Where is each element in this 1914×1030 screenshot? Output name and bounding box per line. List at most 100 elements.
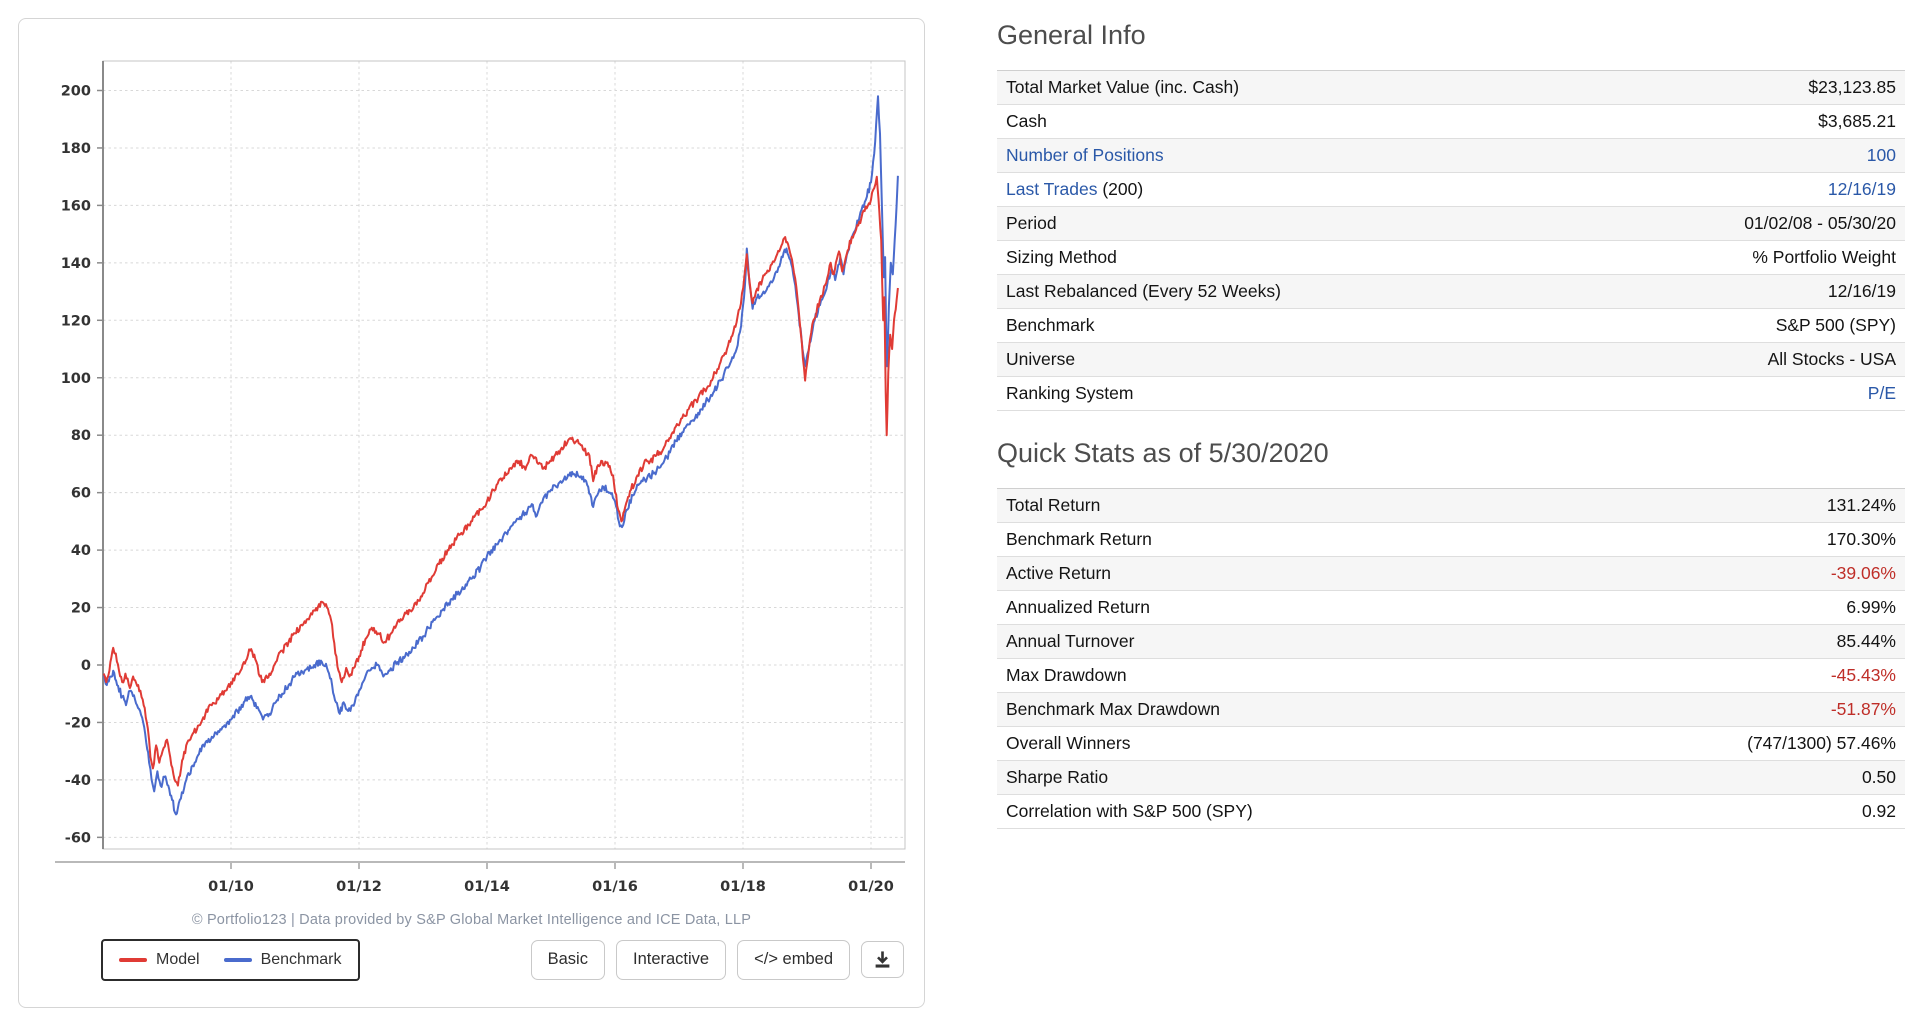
- table-row: Benchmark Return 170.30%: [997, 523, 1905, 557]
- svg-text:20: 20: [71, 601, 91, 617]
- table-row: Ranking System P/E: [997, 377, 1905, 411]
- benchmark-line: [103, 95, 899, 816]
- benchmark-line-swatch: [223, 958, 252, 962]
- svg-text:01/20: 01/20: [848, 879, 894, 895]
- table-row: Annualized Return 6.99%: [997, 591, 1905, 625]
- table-row: Max Drawdown -45.43%: [997, 659, 1905, 693]
- row-label: Annual Turnover: [1006, 631, 1135, 651]
- row-value: -39.06%: [1830, 563, 1896, 583]
- row-value: 131.24%: [1826, 495, 1896, 515]
- row-value: 12/16/19: [1827, 281, 1896, 301]
- row-label: Total Return: [1006, 495, 1101, 515]
- svg-text:01/12: 01/12: [336, 879, 382, 895]
- row-value: 85.44%: [1836, 631, 1896, 651]
- table-row: Last Trades (200) 12/16/19: [997, 173, 1905, 207]
- svg-text:01/14: 01/14: [464, 879, 510, 895]
- row-value: 6.99%: [1846, 597, 1896, 617]
- row-label: Correlation with S&P 500 (SPY): [1006, 801, 1253, 821]
- table-row: Cash $3,685.21: [997, 105, 1905, 139]
- row-value: All Stocks - USA: [1767, 349, 1896, 369]
- info-panel: General Info Total Market Value (inc. Ca…: [993, 14, 1905, 829]
- svg-text:0: 0: [81, 658, 91, 674]
- svg-text:160: 160: [61, 198, 91, 214]
- row-value: % Portfolio Weight: [1752, 247, 1896, 267]
- table-row: Total Market Value (inc. Cash) $23,123.85: [997, 71, 1905, 105]
- svg-text:100: 100: [61, 371, 91, 387]
- row-label: Benchmark Return: [1006, 529, 1152, 549]
- row-label: Last Trades (200): [1006, 179, 1144, 199]
- row-label: Period: [1006, 213, 1057, 233]
- table-row: Correlation with S&P 500 (SPY) 0.92: [997, 795, 1905, 829]
- table-row: Last Rebalanced (Every 52 Weeks) 12/16/19: [997, 275, 1905, 309]
- table-row: Total Return 131.24%: [997, 489, 1905, 523]
- legend-item-model: Model: [119, 951, 200, 969]
- chart-legend: Model Benchmark: [101, 939, 360, 981]
- table-row: Number of Positions 100: [997, 139, 1905, 173]
- row-value: 0.92: [1861, 801, 1896, 821]
- table-row: Active Return -39.06%: [997, 557, 1905, 591]
- general-info-table: Total Market Value (inc. Cash) $23,123.85…: [997, 70, 1905, 411]
- row-label: Last Rebalanced (Every 52 Weeks): [1006, 281, 1281, 301]
- table-row: Annual Turnover 85.44%: [997, 625, 1905, 659]
- svg-text:01/16: 01/16: [592, 879, 638, 895]
- row-label: Total Market Value (inc. Cash): [1006, 77, 1240, 97]
- svg-text:-40: -40: [65, 773, 91, 789]
- table-row: Benchmark S&P 500 (SPY): [997, 309, 1905, 343]
- row-label: Max Drawdown: [1006, 665, 1127, 685]
- table-row: Benchmark Max Drawdown -51.87%: [997, 693, 1905, 727]
- svg-text:140: 140: [61, 256, 91, 272]
- download-button[interactable]: [861, 941, 904, 979]
- row-value[interactable]: P/E: [1867, 383, 1896, 403]
- row-label-link[interactable]: Number of Positions: [1006, 145, 1164, 165]
- svg-text:-60: -60: [65, 830, 91, 846]
- row-label: Active Return: [1006, 563, 1112, 583]
- row-value[interactable]: 12/16/19: [1827, 179, 1896, 199]
- row-value: -45.43%: [1830, 665, 1896, 685]
- svg-text:40: 40: [71, 543, 91, 559]
- chart-footer: Model Benchmark Basic Interactive </> em…: [101, 939, 904, 981]
- chart-attribution: © Portfolio123 | Data provided by S&P Gl…: [191, 912, 752, 928]
- table-row: Sizing Method % Portfolio Weight: [997, 241, 1905, 275]
- model-line: [103, 175, 899, 787]
- svg-text:200: 200: [61, 84, 91, 100]
- row-value: 0.50: [1861, 767, 1896, 787]
- row-label: Annualized Return: [1006, 597, 1150, 617]
- row-label: Sizing Method: [1006, 247, 1117, 267]
- quick-stats-title: Quick Stats as of 5/30/2020: [997, 438, 1329, 468]
- legend-item-benchmark: Benchmark: [223, 951, 342, 969]
- row-value: (747/1300) 57.46%: [1747, 733, 1896, 753]
- table-row: Overall Winners (747/1300) 57.46%: [997, 727, 1905, 761]
- row-label: Cash: [1006, 111, 1047, 131]
- performance-chart: 200180160140120100806040200-20-40-6001/1…: [55, 60, 906, 895]
- svg-text:180: 180: [61, 141, 91, 157]
- embed-button[interactable]: </> embed: [737, 940, 850, 980]
- quick-stats-table: Total Return 131.24% Benchmark Return 170.3…: [997, 488, 1905, 829]
- general-info-title: General Info: [997, 20, 1146, 50]
- row-value: $3,685.21: [1818, 111, 1896, 131]
- performance-chart-card: 200 180 160 140 120 100 80 60 40 20 0 -20 -40 -60 01/1…: [18, 18, 925, 1008]
- model-line-swatch: [119, 958, 147, 962]
- svg-text:80: 80: [71, 428, 91, 444]
- row-value[interactable]: 100: [1866, 145, 1896, 165]
- legend-benchmark-label: Benchmark: [260, 951, 342, 968]
- row-value: 01/02/08 - 05/30/20: [1744, 213, 1896, 233]
- row-label: Ranking System: [1006, 383, 1134, 403]
- row-label-link[interactable]: Last Trades: [1006, 179, 1098, 199]
- row-label: Overall Winners: [1006, 733, 1131, 753]
- interactive-button[interactable]: Interactive: [615, 940, 727, 980]
- row-value: 170.30%: [1826, 529, 1896, 549]
- svg-text:120: 120: [61, 313, 91, 329]
- row-label: Benchmark: [1006, 315, 1095, 335]
- chart-buttons: Basic Interactive </> embed: [530, 940, 904, 980]
- row-value: S&P 500 (SPY): [1775, 315, 1896, 335]
- svg-text:60: 60: [71, 486, 91, 502]
- svg-text:01/18: 01/18: [720, 879, 766, 895]
- svg-text:01/10: 01/10: [208, 879, 254, 895]
- svg-text:-20: -20: [65, 715, 91, 731]
- table-row: Universe All Stocks - USA: [997, 343, 1905, 377]
- table-row: Period 01/02/08 - 05/30/20: [997, 207, 1905, 241]
- row-label: Universe: [1006, 349, 1076, 369]
- basic-button[interactable]: Basic: [530, 940, 605, 980]
- row-label: Number of Positions: [1006, 145, 1164, 166]
